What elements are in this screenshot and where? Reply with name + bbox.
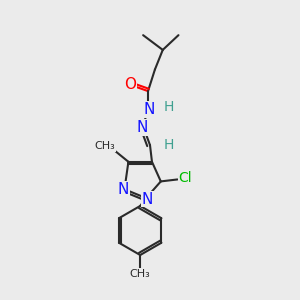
Text: N: N xyxy=(141,192,153,207)
Text: N: N xyxy=(118,182,129,197)
Text: N: N xyxy=(136,120,148,135)
Text: CH₃: CH₃ xyxy=(130,269,151,279)
Text: H: H xyxy=(164,138,174,152)
Text: N: N xyxy=(143,102,155,117)
Text: H: H xyxy=(164,100,174,114)
Text: O: O xyxy=(124,77,136,92)
Text: CH₃: CH₃ xyxy=(94,141,115,151)
Text: Cl: Cl xyxy=(178,172,192,185)
